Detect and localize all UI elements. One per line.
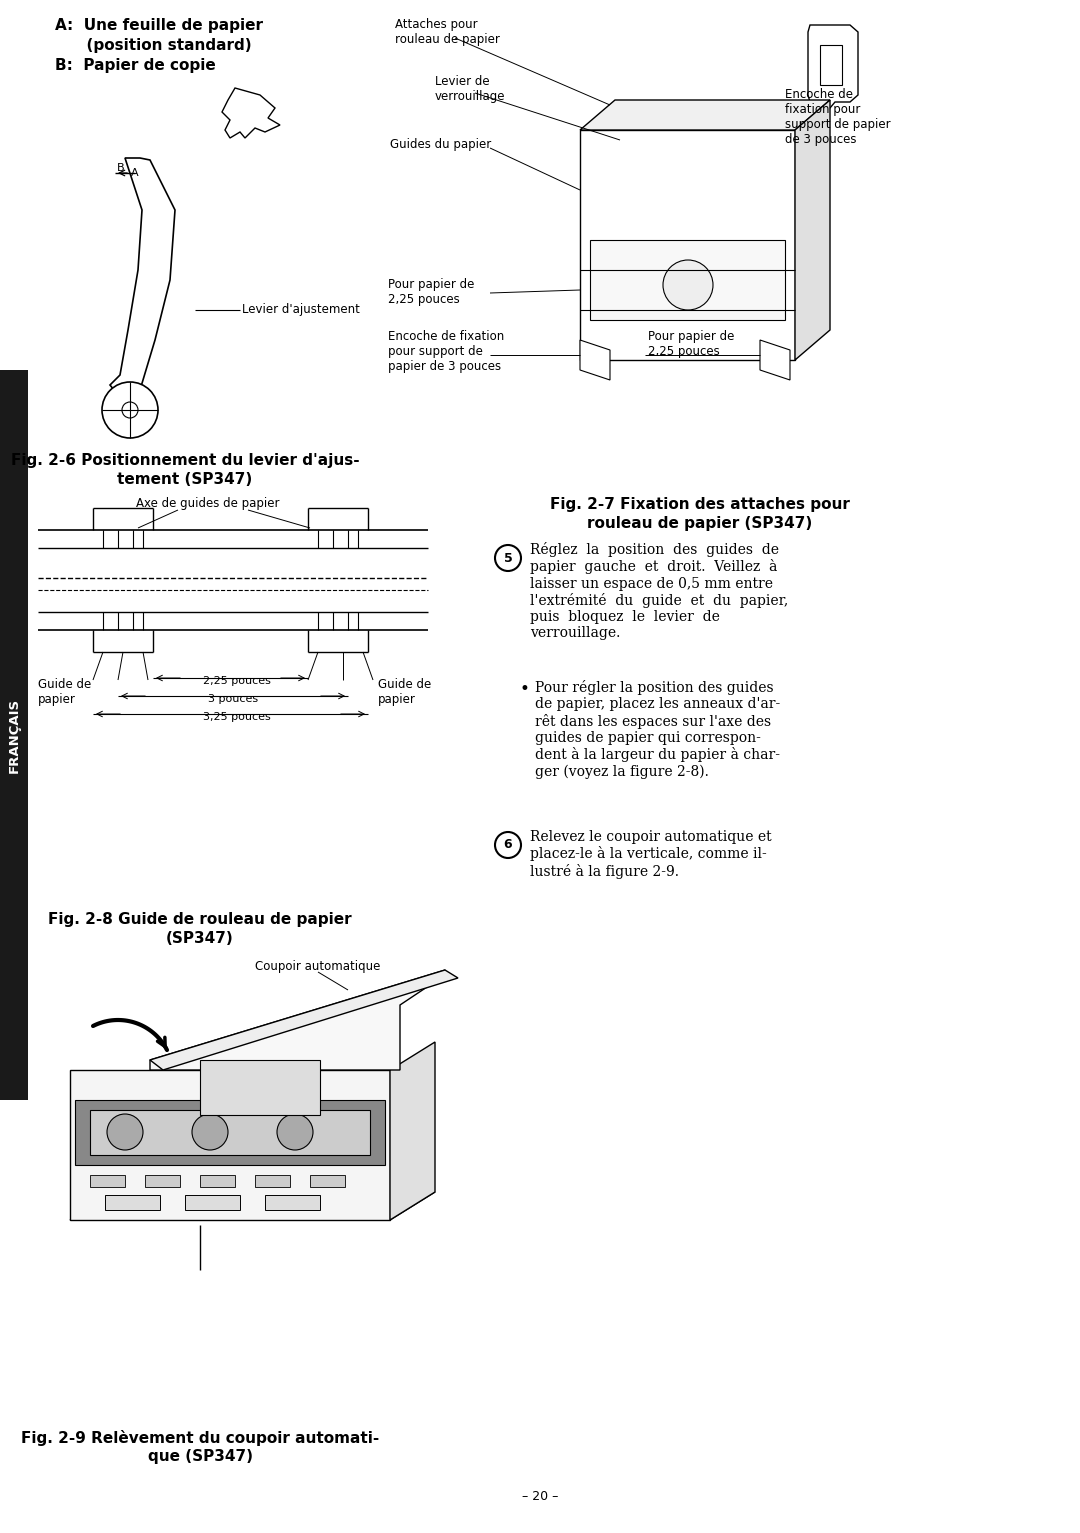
Bar: [200, 1174, 235, 1187]
Text: Fig. 2-6 Positionnement du levier d'ajus-: Fig. 2-6 Positionnement du levier d'ajus…: [11, 452, 360, 468]
Text: Fig. 2-9 Relèvement du coupoir automati-: Fig. 2-9 Relèvement du coupoir automati-: [21, 1430, 379, 1446]
Text: Encoche de fixation
pour support de
papier de 3 pouces: Encoche de fixation pour support de papi…: [388, 330, 504, 373]
Bar: [90, 1174, 125, 1187]
Text: 3,25 pouces: 3,25 pouces: [203, 711, 271, 722]
Polygon shape: [222, 87, 280, 138]
Text: rouleau de papier (SP347): rouleau de papier (SP347): [588, 517, 812, 530]
Text: Axe de guides de papier: Axe de guides de papier: [136, 497, 280, 510]
Polygon shape: [580, 100, 831, 130]
Text: A:  Une feuille de papier: A: Une feuille de papier: [55, 18, 264, 34]
Circle shape: [192, 1114, 228, 1150]
Circle shape: [102, 382, 158, 438]
Text: Encoche de
fixation pour
support de papier
de 3 pouces: Encoche de fixation pour support de papi…: [785, 87, 891, 146]
Bar: [90, 1110, 370, 1154]
Text: FRANÇAIS: FRANÇAIS: [8, 698, 21, 773]
Polygon shape: [150, 970, 445, 1070]
Text: Pour régler la position des guides
de papier, placez les anneaux d'ar-
rêt dans : Pour régler la position des guides de pa…: [535, 681, 780, 779]
Text: Guides du papier: Guides du papier: [390, 138, 491, 150]
Circle shape: [495, 832, 521, 858]
Polygon shape: [795, 100, 831, 360]
Text: A: A: [131, 169, 138, 178]
Circle shape: [122, 402, 138, 419]
Bar: [185, 1196, 240, 1210]
Bar: [145, 1174, 180, 1187]
Polygon shape: [70, 1193, 435, 1220]
Text: Guide de
papier: Guide de papier: [378, 678, 431, 707]
Text: Levier d'ajustement: Levier d'ajustement: [242, 304, 360, 316]
Bar: [310, 1174, 345, 1187]
Text: Fig. 2-7 Fixation des attaches pour: Fig. 2-7 Fixation des attaches pour: [550, 497, 850, 512]
Bar: [580, 130, 795, 360]
Bar: [590, 241, 785, 320]
Text: Coupoir automatique: Coupoir automatique: [255, 960, 380, 973]
Text: Relevez le coupoir automatique et
placez-le à la verticale, comme il-
lustré à l: Relevez le coupoir automatique et placez…: [530, 829, 771, 878]
Polygon shape: [110, 158, 175, 400]
Text: B: B: [117, 162, 124, 173]
Text: Pour papier de
2,25 pouces: Pour papier de 2,25 pouces: [648, 330, 734, 359]
Text: Pour papier de
2,25 pouces: Pour papier de 2,25 pouces: [388, 277, 474, 307]
Text: 6: 6: [503, 839, 512, 851]
Text: Levier de
verrouillage: Levier de verrouillage: [435, 75, 505, 103]
Circle shape: [276, 1114, 313, 1150]
Text: (position standard): (position standard): [55, 38, 252, 54]
Text: •: •: [519, 681, 530, 698]
Polygon shape: [760, 340, 789, 380]
Bar: [820, 44, 842, 84]
Text: Attaches pour
rouleau de papier: Attaches pour rouleau de papier: [395, 18, 500, 46]
Circle shape: [663, 261, 713, 310]
Text: Fig. 2-8 Guide de rouleau de papier: Fig. 2-8 Guide de rouleau de papier: [49, 912, 352, 927]
Bar: [255, 1174, 291, 1187]
Bar: [75, 1101, 384, 1165]
Text: – 20 –: – 20 –: [522, 1490, 558, 1502]
Bar: [70, 1070, 390, 1220]
Text: (SP347): (SP347): [166, 931, 234, 946]
Bar: [200, 1059, 320, 1114]
Polygon shape: [808, 25, 858, 107]
Polygon shape: [390, 1042, 435, 1220]
Bar: [0, 369, 28, 1101]
Text: B:  Papier de copie: B: Papier de copie: [55, 58, 216, 74]
Bar: [105, 1196, 160, 1210]
Text: 2,25 pouces: 2,25 pouces: [203, 676, 271, 685]
Polygon shape: [150, 970, 458, 1070]
Text: 5: 5: [503, 552, 512, 564]
Text: Guide de
papier: Guide de papier: [38, 678, 91, 707]
Circle shape: [107, 1114, 143, 1150]
Text: Réglez  la  position  des  guides  de
papier  gauche  et  droit.  Veillez  à
lai: Réglez la position des guides de papier …: [530, 543, 788, 641]
Bar: [265, 1196, 320, 1210]
Text: 3 pouces: 3 pouces: [208, 694, 258, 704]
Circle shape: [495, 546, 521, 570]
Text: tement (SP347): tement (SP347): [118, 472, 253, 487]
Text: que (SP347): que (SP347): [148, 1449, 253, 1464]
Polygon shape: [580, 340, 610, 380]
